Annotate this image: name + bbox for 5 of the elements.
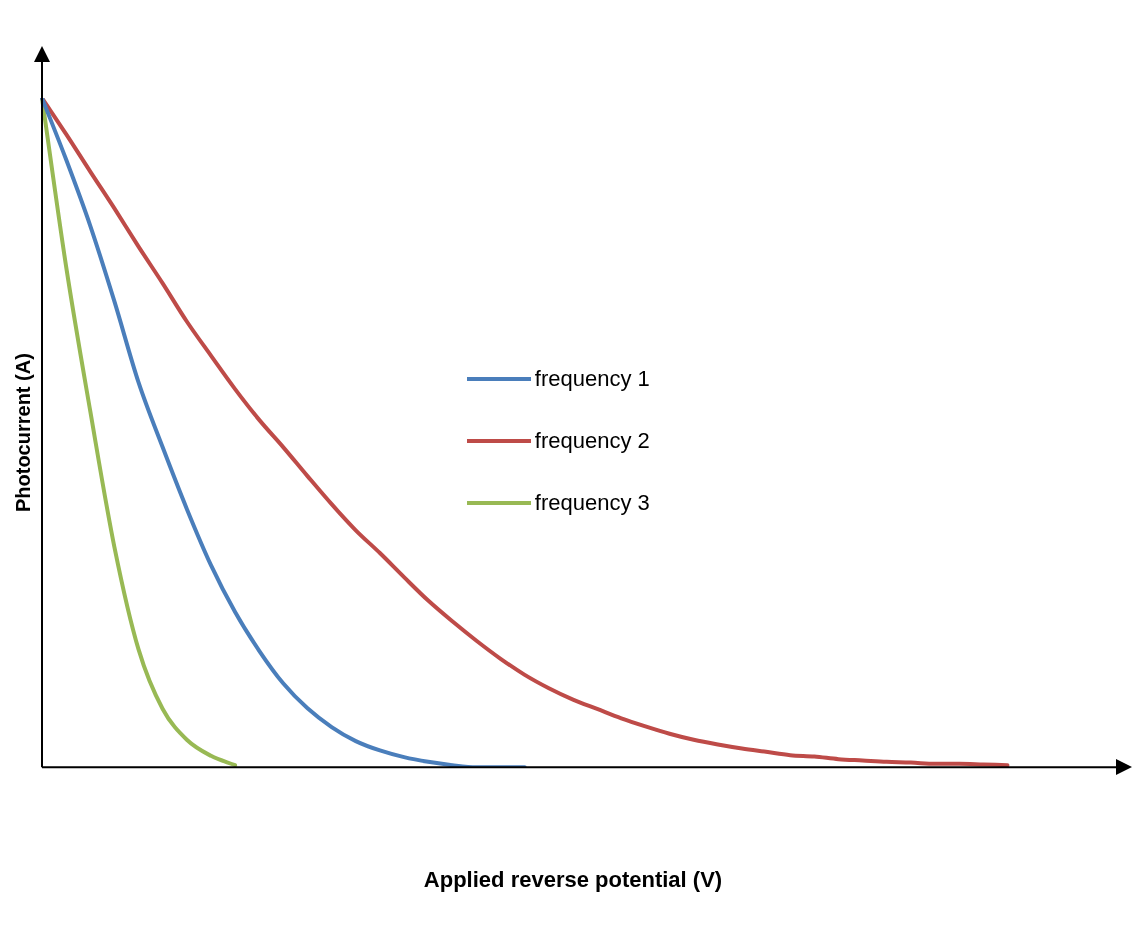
legend-label: frequency 1: [534, 365, 650, 392]
x-axis-title: Applied reverse potential (V): [423, 866, 723, 892]
legend-label: frequency 3: [534, 489, 650, 516]
legend-label: frequency 2: [534, 427, 650, 454]
y-axis-title: Photocurrent (A): [11, 353, 34, 513]
